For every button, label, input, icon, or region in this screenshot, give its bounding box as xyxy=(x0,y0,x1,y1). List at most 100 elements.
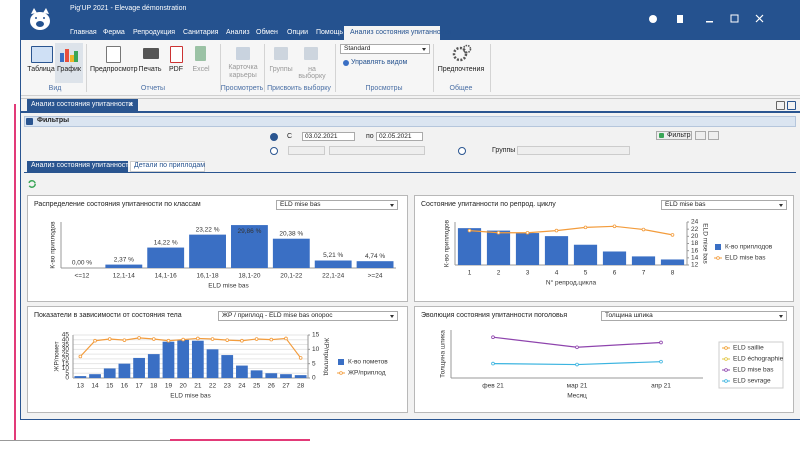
x-tick-label: 21 xyxy=(194,383,202,390)
point xyxy=(612,224,617,229)
ribbon-button[interactable]: Excel xyxy=(192,66,210,73)
filter-button-label: Фильтр xyxy=(667,132,691,139)
point xyxy=(78,354,83,359)
ribbon-button[interactable]: Печать xyxy=(138,66,162,73)
subtab-underline xyxy=(24,172,796,173)
preview-icon xyxy=(106,46,121,63)
point xyxy=(107,337,112,341)
x-tick-label: 22 xyxy=(209,383,217,390)
point xyxy=(641,227,646,232)
bar xyxy=(265,373,278,378)
menu-item[interactable]: Обмен xyxy=(256,29,278,36)
maximize-button[interactable] xyxy=(730,14,739,23)
legend-swatch xyxy=(724,379,728,383)
chart-selector[interactable]: ЖР / приплод - ELD mise bas опорос xyxy=(218,311,398,321)
point xyxy=(525,230,530,235)
x-tick-label: 24 xyxy=(238,383,246,390)
chart-selector[interactable]: Толщина шпика xyxy=(601,311,787,321)
groups-dropdown[interactable] xyxy=(517,146,630,155)
doc-icon[interactable] xyxy=(787,101,796,110)
ribbon-button[interactable]: Управлять видом xyxy=(351,59,408,66)
ribbon-button[interactable]: Таблица xyxy=(27,66,55,73)
disabled-input[interactable] xyxy=(329,146,425,155)
x-tick-label: 20 xyxy=(180,383,188,390)
x-tick-label: 23 xyxy=(224,383,232,390)
filter-header[interactable] xyxy=(24,116,796,127)
x-tick-label: 27 xyxy=(282,383,290,390)
ribbon-button[interactable]: Карточка карьеры xyxy=(228,64,258,79)
chart-selector[interactable]: ELD mise bas xyxy=(276,200,398,210)
y2-tick-label: 18 xyxy=(691,240,699,247)
radio[interactable] xyxy=(270,147,278,155)
chart-panel: Состояние упитанности по репрод. циклу E… xyxy=(414,195,794,302)
close-tab[interactable]: × xyxy=(129,100,134,109)
bar xyxy=(272,238,310,268)
legend-swatch xyxy=(724,346,728,350)
x-tick-label: 16 xyxy=(121,383,129,390)
point xyxy=(269,337,274,342)
bar xyxy=(89,374,101,378)
separator xyxy=(490,44,491,92)
to-date[interactable]: 02.05.2021 xyxy=(376,132,423,141)
menu-item[interactable]: Ферма xyxy=(103,29,125,36)
y-axis-title: К-во приплодов xyxy=(50,221,57,269)
groups-label: Группы xyxy=(492,147,516,154)
y-tick-label: 5 xyxy=(65,370,69,377)
value-label: 5,21 % xyxy=(323,252,343,259)
ribbon-button[interactable]: График xyxy=(57,66,81,73)
subtab-label: Детали по приплодам xyxy=(134,162,206,169)
menu-item[interactable]: Главная xyxy=(70,29,97,36)
view-dropdown[interactable]: Standard xyxy=(340,44,430,54)
doc-icon[interactable] xyxy=(776,101,785,110)
bar xyxy=(118,363,131,378)
point xyxy=(93,338,97,343)
calc-button[interactable] xyxy=(677,15,683,23)
ribbon-button[interactable]: Предпросмотр xyxy=(90,66,138,73)
filter-icon-button[interactable] xyxy=(695,131,706,140)
radio[interactable] xyxy=(270,133,278,141)
radio[interactable] xyxy=(458,147,466,155)
subtab[interactable] xyxy=(27,161,128,172)
point xyxy=(137,336,141,340)
point xyxy=(491,361,495,366)
menu-item[interactable]: Опции xyxy=(287,29,309,36)
separator xyxy=(86,44,87,92)
menu-item[interactable]: Репродукция xyxy=(133,29,176,36)
y2-tick-label: 10 xyxy=(312,346,320,353)
bar xyxy=(544,236,569,265)
tab-underline xyxy=(21,111,800,113)
selection-icon xyxy=(304,47,318,60)
x-tick-label: 4 xyxy=(555,270,559,277)
legend-label: ELD sevrage xyxy=(733,378,771,385)
legend-label: ЖР/приплод xyxy=(348,370,386,377)
refresh-button[interactable] xyxy=(27,179,37,189)
ribbon-button[interactable]: PDF xyxy=(169,66,183,73)
ribbon-button[interactable]: Предпочтения xyxy=(437,66,485,73)
filter-icon-button[interactable] xyxy=(708,131,719,140)
x-tick-label: 28 xyxy=(297,383,305,390)
from-date[interactable]: 03.02.2021 xyxy=(302,132,355,141)
active-tab[interactable] xyxy=(344,26,440,40)
chart-selector[interactable]: ELD mise bas xyxy=(661,200,787,210)
menu-item[interactable]: Санитария xyxy=(183,29,219,36)
manage-icon xyxy=(343,60,349,66)
close-button[interactable] xyxy=(755,14,764,23)
disabled-input[interactable] xyxy=(288,146,325,155)
subtab[interactable] xyxy=(130,161,205,172)
help-button[interactable] xyxy=(649,15,657,23)
minimize-button[interactable] xyxy=(706,21,713,23)
ribbon-button[interactable]: на выборку xyxy=(298,66,326,80)
collapse-icon[interactable] xyxy=(26,118,33,125)
menu-item[interactable]: Помощь xyxy=(316,29,344,36)
x-axis-title: N° репрод.цикла xyxy=(546,279,597,287)
x-tick-label: 2 xyxy=(497,270,501,277)
menu-item[interactable]: Анализ xyxy=(226,29,250,36)
filter-button[interactable] xyxy=(656,131,692,140)
ribbon-button[interactable]: Группы xyxy=(269,66,293,73)
ribbon-group-label: Вид xyxy=(48,85,62,92)
document-tab[interactable] xyxy=(27,99,138,111)
legend-box xyxy=(718,341,784,389)
bar xyxy=(191,340,204,378)
bar xyxy=(660,259,685,265)
value-label: 2,37 % xyxy=(114,256,134,263)
